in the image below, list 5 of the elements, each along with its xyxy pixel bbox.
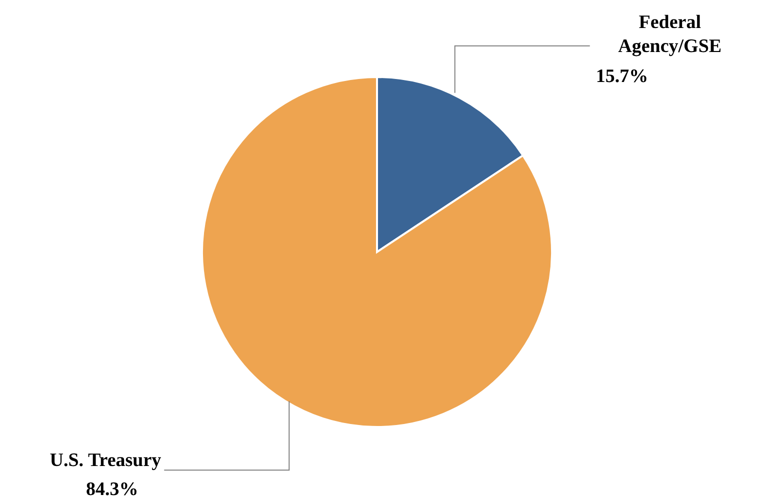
- data-label: 15.7%: [596, 66, 648, 87]
- slice-label: U.S. Treasury: [50, 450, 162, 472]
- data-label: 84.3%: [86, 479, 138, 498]
- slice-label: Federal Agency/GSE: [618, 12, 722, 57]
- pie-slice: [201, 76, 553, 428]
